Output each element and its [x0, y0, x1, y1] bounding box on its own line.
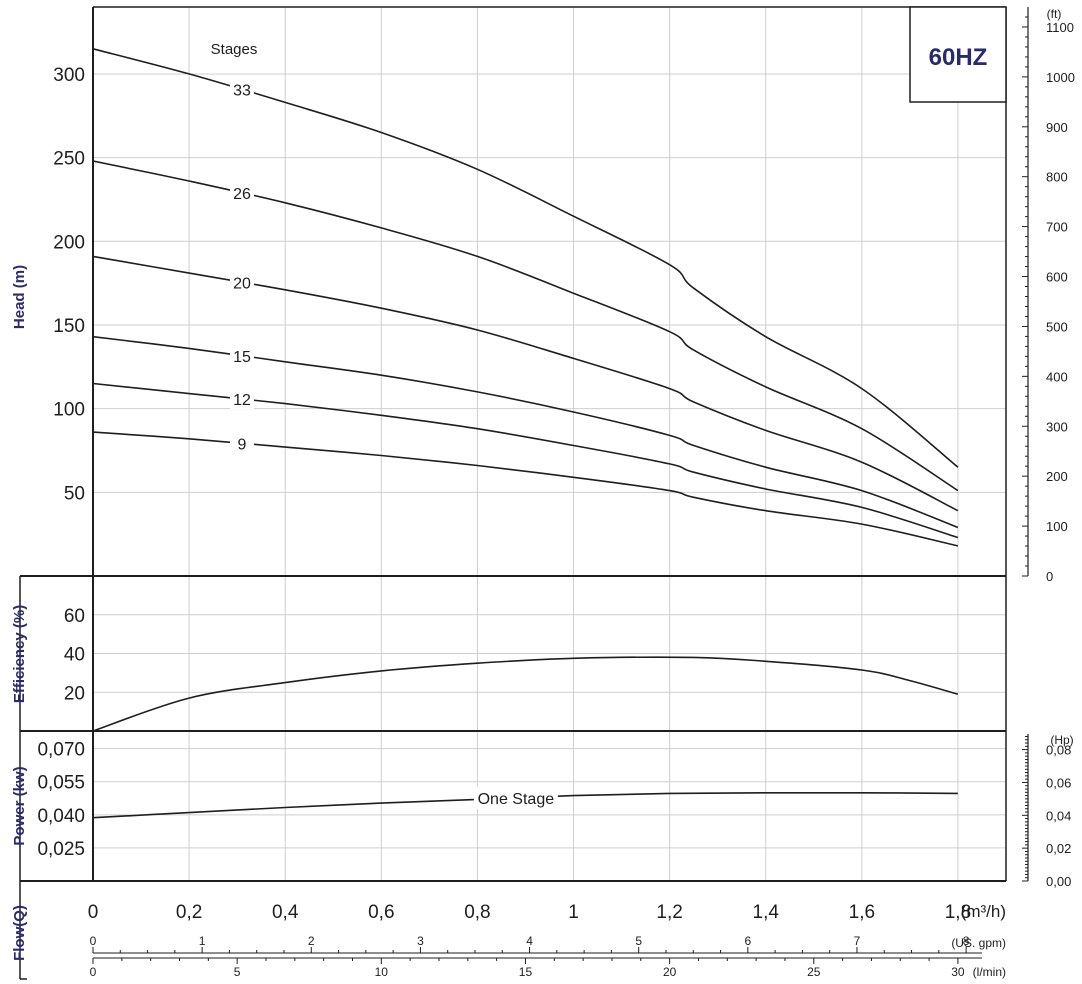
efficiency-tick-label: 60 — [64, 606, 85, 627]
power-tick-label: 0,055 — [37, 773, 85, 794]
stage-label-bg — [229, 272, 254, 293]
flow-m3h-tick-label: 1 — [568, 902, 579, 923]
ft-tick-label: 1100 — [1046, 20, 1074, 35]
gpm-tick-label: 7 — [854, 934, 861, 948]
ft-tick-label: 300 — [1046, 419, 1068, 434]
stage-label-15: 15 — [233, 349, 251, 366]
head-tick-label: 300 — [53, 65, 85, 86]
stage-label-12: 12 — [233, 392, 251, 409]
power-axis-label: Power (kw) — [11, 766, 28, 845]
hp-tick-label: 0,06 — [1046, 775, 1071, 790]
hp-tick-label: 0,08 — [1046, 743, 1071, 758]
m3h-unit-label: (m³/h) — [961, 902, 1006, 921]
head-curve-stage-15 — [92, 335, 959, 529]
ft-tick-label: 700 — [1046, 220, 1068, 235]
gpm-tick-label: 3 — [417, 934, 424, 948]
head-tick-label: 50 — [64, 483, 85, 504]
stages-legend-title: Stages — [211, 41, 258, 58]
ft-unit-label: (ft) — [1047, 7, 1062, 21]
power-label-bg — [473, 786, 558, 809]
head-curve-stage-33 — [92, 48, 959, 468]
panel-frames — [19, 6, 1007, 980]
hp-tick-label: 0,00 — [1046, 874, 1071, 889]
stage-label-bg — [229, 183, 254, 204]
stage-label-bg — [229, 433, 254, 454]
curves: 33 26 20 15 12 9 One Stage — [92, 48, 959, 819]
flow-m3h-tick-label: 0,2 — [176, 902, 202, 923]
lmin-tick-label: 30 — [951, 965, 965, 979]
stage-label-33: 33 — [233, 83, 251, 100]
gpm-tick-label: 1 — [199, 934, 206, 948]
head-axis-label: Head (m) — [11, 265, 28, 329]
ft-tick-label: 900 — [1046, 120, 1068, 135]
power-tick-label: 0,025 — [37, 839, 85, 860]
power-tick-label: 0,070 — [37, 740, 85, 761]
ft-tick-label: 200 — [1046, 469, 1068, 484]
gpm-tick-label: 6 — [744, 934, 751, 948]
stage-label-bg — [229, 79, 254, 100]
flow-axis-label: Flow(Q) — [11, 905, 28, 961]
power-tick-label: 0,040 — [37, 806, 85, 827]
ft-tick-label: 0 — [1046, 569, 1053, 584]
gpm-unit-label: (US. gpm) — [951, 936, 1006, 950]
ft-tick-label: 800 — [1046, 170, 1068, 185]
ft-tick-label: 1000 — [1046, 70, 1075, 85]
flow-m3h-tick-label: 0,8 — [464, 902, 490, 923]
gpm-tick-label: 0 — [90, 934, 97, 948]
stage-label-26: 26 — [233, 186, 251, 203]
ft-tick-label: 100 — [1046, 519, 1068, 534]
badge-label: 60HZ — [929, 44, 988, 71]
gpm-tick-label: 4 — [526, 934, 533, 948]
flow-m3h-tick-label: 1,8 — [945, 902, 971, 923]
head-curve-stage-26 — [92, 160, 959, 492]
flow-m3h-tick-label: 0 — [88, 902, 99, 923]
lmin-tick-label: 20 — [663, 965, 677, 979]
lmin-tick-label: 25 — [807, 965, 821, 979]
gpm-tick-label: 2 — [308, 934, 315, 948]
lmin-tick-label: 5 — [234, 965, 241, 979]
gpm-tick-label: 8 — [963, 934, 970, 948]
hp-tick-label: 0,04 — [1046, 808, 1071, 823]
efficiency-curve — [92, 656, 959, 732]
head-curve-stage-20 — [92, 255, 959, 512]
head-curve-stage-12 — [92, 382, 959, 539]
lmin-unit-label: (l/min) — [973, 965, 1006, 979]
head-tick-label: 150 — [53, 316, 85, 337]
flow-m3h-tick-label: 1,2 — [656, 902, 682, 923]
head-curve-stage-9 — [92, 431, 959, 547]
ft-tick-label: 400 — [1046, 369, 1068, 384]
efficiency-axis-label: Efficiency (%) — [11, 605, 28, 703]
efficiency-tick-label: 20 — [64, 683, 85, 704]
stage-label-bg — [229, 345, 254, 366]
power-curve-label: One Stage — [478, 791, 555, 808]
gpm-tick-label: 5 — [635, 934, 642, 948]
stage-label-bg — [229, 389, 254, 410]
stage-label-20: 20 — [233, 275, 251, 292]
flow-m3h-tick-label: 1,4 — [753, 902, 780, 923]
flow-m3h-tick-label: 1,6 — [849, 902, 875, 923]
lmin-tick-label: 10 — [375, 965, 389, 979]
flow-m3h-tick-label: 0,6 — [368, 902, 394, 923]
hp-tick-label: 0,02 — [1046, 841, 1071, 856]
badge-box: 60HZ — [909, 6, 1007, 103]
hp-unit-label: (Hp) — [1050, 733, 1073, 747]
grid — [93, 7, 1006, 881]
lmin-tick-label: 0 — [90, 965, 97, 979]
head-tick-label: 100 — [53, 400, 85, 421]
ft-tick-label: 600 — [1046, 270, 1068, 285]
flow-m3h-tick-label: 0,4 — [272, 902, 299, 923]
head-tick-label: 250 — [53, 149, 85, 170]
efficiency-tick-label: 40 — [64, 645, 85, 666]
ft-tick-label: 500 — [1046, 319, 1068, 334]
axes: 501001502002503002040600,0250,0400,0550,… — [37, 7, 1075, 979]
lmin-tick-label: 15 — [519, 965, 533, 979]
stage-label-9: 9 — [238, 436, 247, 453]
head-tick-label: 200 — [53, 232, 85, 253]
